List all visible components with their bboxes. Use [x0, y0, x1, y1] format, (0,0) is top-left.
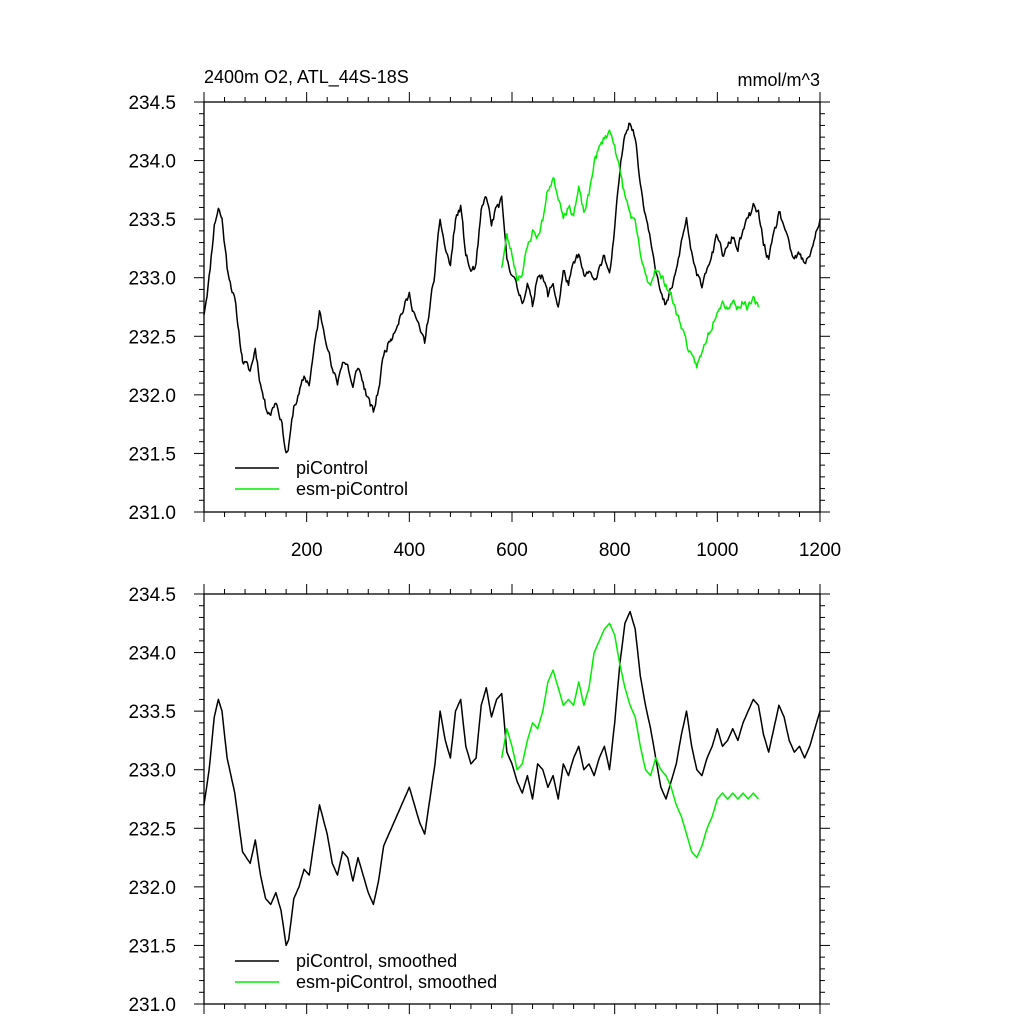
legend-label: piControl, smoothed	[296, 951, 457, 971]
series-line-picontrol-smoothed	[203, 610, 821, 947]
y-tick-label: 231.0	[128, 503, 176, 524]
panel-title: 2400m O2, ATL_44S-18S	[204, 67, 409, 88]
y-tick-label: 231.5	[128, 936, 176, 957]
units-label: mmol/m^3	[738, 70, 820, 90]
y-tick-label: 234.0	[128, 152, 176, 173]
y-tick-label: 234.5	[128, 93, 176, 114]
x-tick-label: 1200	[799, 540, 841, 561]
top-panel: 231.0 231.5 232.0 232.5 233.0 233.5 234.0 234.5…	[128, 92, 841, 561]
y-tick-label: 233.0	[128, 761, 176, 782]
y-tick-label: 231.0	[128, 995, 176, 1016]
y-tick-label: 232.0	[128, 878, 176, 899]
series-line-esm-picontrol-smoothed	[500, 622, 759, 859]
x-tick-label: 600	[496, 540, 528, 561]
legend-label: piControl	[296, 458, 368, 478]
y-tick-label: 234.5	[128, 585, 176, 606]
y-tick-label: 234.0	[128, 644, 176, 665]
plot-frame	[203, 101, 821, 513]
series-line-esm-picontrol	[500, 129, 760, 369]
y-tick-label: 233.5	[128, 702, 176, 723]
y-tick-label: 233.5	[128, 210, 176, 231]
x-tick-label: 800	[599, 540, 631, 561]
bottom-panel: 231.0 231.5 232.0 232.5 233.0 233.5 234.0 234.5…	[128, 584, 830, 1016]
y-tick-label: 233.0	[128, 269, 176, 290]
y-tick-label: 232.0	[128, 386, 176, 407]
legend-label: esm-piControl, smoothed	[296, 972, 497, 992]
legend-label: esm-piControl	[296, 479, 408, 499]
y-tick-label: 232.5	[128, 327, 176, 348]
x-tick-label: 400	[393, 540, 425, 561]
series-line-picontrol	[203, 122, 821, 454]
y-tick-label: 231.5	[128, 444, 176, 465]
x-tick-label: 200	[291, 540, 323, 561]
x-tick-label: 1000	[696, 540, 738, 561]
y-tick-label: 232.5	[128, 819, 176, 840]
